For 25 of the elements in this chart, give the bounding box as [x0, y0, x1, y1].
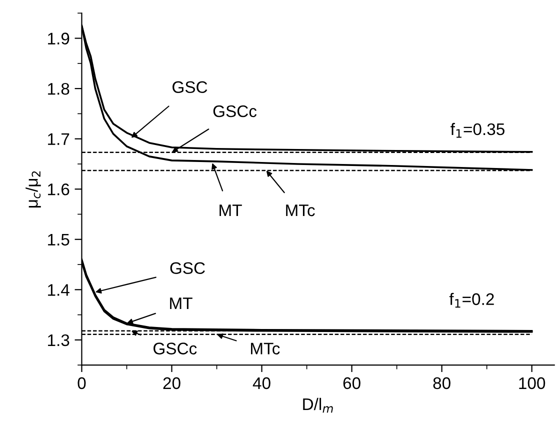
- y-tick-label: 1.4: [48, 284, 70, 296]
- x-tick-label: 80: [433, 377, 450, 390]
- annotation: GSC: [170, 262, 205, 274]
- annotation: GSCc: [154, 342, 197, 354]
- x-tick-label: 40: [252, 377, 270, 390]
- y-tick-label: 1.8: [48, 82, 70, 95]
- x-tick-label: 20: [163, 377, 180, 390]
- y-tick-label: 1.3: [48, 334, 70, 346]
- annotation: MTc: [286, 204, 315, 216]
- x-tick-label: 0: [78, 377, 86, 390]
- x-axis-title: D/l$_{m}$: [303, 398, 333, 413]
- annotation: MT: [220, 204, 242, 216]
- x-tick-label: 60: [343, 377, 360, 390]
- y-axis-title: μ$_{c}$/μ$_{2}$: [26, 171, 41, 208]
- y-tick-label: 1.6: [48, 184, 70, 196]
- annotation: MT: [170, 298, 192, 310]
- annotation: GSC: [172, 81, 208, 94]
- annotation: f$_{1}$=0.2: [449, 292, 494, 308]
- annotation: f$_{1}$=0.35: [450, 122, 504, 138]
- y-tick-label: 1.7: [48, 133, 70, 145]
- y-tick-label: 1.9: [48, 32, 70, 44]
- annotation: MTc: [251, 342, 280, 354]
- x-tick-label: 100: [519, 377, 546, 390]
- annotation: GSCc: [213, 105, 257, 118]
- y-tick-label: 1.5: [48, 234, 70, 246]
